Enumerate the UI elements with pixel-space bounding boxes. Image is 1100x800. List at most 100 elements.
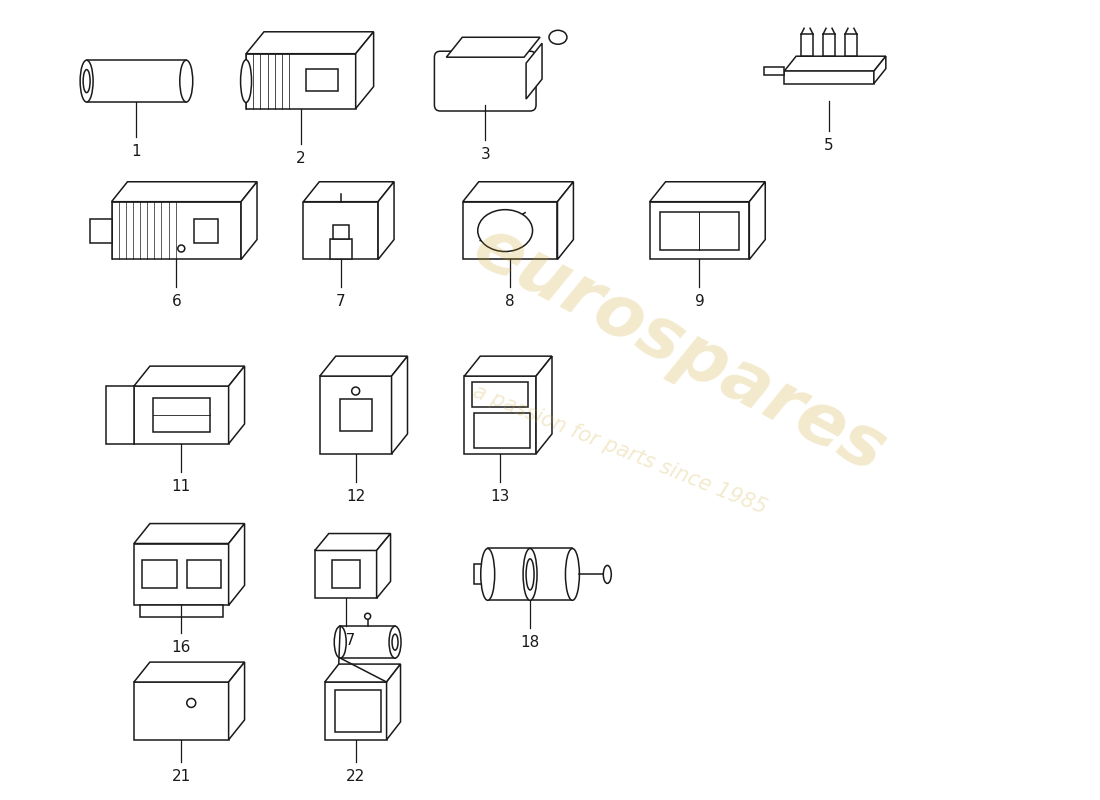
- Polygon shape: [536, 356, 552, 454]
- Polygon shape: [320, 376, 392, 454]
- Text: 13: 13: [491, 489, 510, 504]
- Ellipse shape: [526, 559, 535, 590]
- Ellipse shape: [80, 60, 94, 102]
- Text: 22: 22: [346, 769, 365, 784]
- Text: 12: 12: [346, 489, 365, 504]
- Polygon shape: [134, 682, 229, 740]
- Polygon shape: [106, 386, 134, 444]
- Polygon shape: [89, 218, 111, 242]
- Polygon shape: [472, 382, 528, 407]
- Polygon shape: [801, 34, 813, 56]
- Polygon shape: [376, 534, 390, 598]
- Polygon shape: [246, 54, 355, 109]
- Text: 2: 2: [296, 151, 306, 166]
- Polygon shape: [333, 225, 349, 238]
- Polygon shape: [386, 664, 400, 740]
- Polygon shape: [447, 38, 540, 57]
- Ellipse shape: [241, 60, 252, 102]
- Polygon shape: [134, 543, 229, 606]
- Text: 3: 3: [481, 147, 491, 162]
- Polygon shape: [474, 565, 484, 584]
- Polygon shape: [241, 182, 257, 259]
- Polygon shape: [340, 399, 372, 431]
- Polygon shape: [229, 523, 244, 606]
- Polygon shape: [749, 182, 766, 259]
- Polygon shape: [315, 550, 376, 598]
- Polygon shape: [195, 218, 218, 242]
- Polygon shape: [330, 238, 352, 259]
- Polygon shape: [332, 561, 360, 588]
- Ellipse shape: [84, 70, 90, 93]
- Ellipse shape: [187, 698, 196, 707]
- Polygon shape: [873, 56, 886, 84]
- Text: 21: 21: [172, 769, 191, 784]
- Polygon shape: [315, 534, 390, 550]
- Polygon shape: [355, 32, 374, 109]
- Polygon shape: [134, 662, 244, 682]
- Polygon shape: [134, 386, 229, 444]
- Polygon shape: [324, 664, 400, 682]
- Polygon shape: [464, 356, 552, 376]
- Text: 16: 16: [172, 640, 191, 655]
- Ellipse shape: [565, 549, 580, 600]
- Polygon shape: [140, 606, 222, 618]
- Text: 17: 17: [337, 633, 355, 648]
- Polygon shape: [764, 67, 784, 75]
- Polygon shape: [463, 182, 573, 202]
- Ellipse shape: [178, 245, 185, 252]
- Text: eurospares: eurospares: [462, 213, 898, 488]
- Ellipse shape: [334, 626, 346, 658]
- Polygon shape: [784, 71, 873, 84]
- Text: 6: 6: [172, 294, 182, 310]
- Polygon shape: [487, 549, 572, 600]
- Polygon shape: [187, 561, 221, 588]
- Polygon shape: [526, 43, 542, 99]
- Polygon shape: [304, 182, 394, 202]
- FancyBboxPatch shape: [434, 51, 536, 111]
- Text: 11: 11: [172, 478, 191, 494]
- Polygon shape: [558, 182, 573, 259]
- Polygon shape: [463, 202, 558, 259]
- Text: 5: 5: [824, 138, 834, 153]
- Text: 9: 9: [694, 294, 704, 310]
- Polygon shape: [324, 682, 386, 740]
- Polygon shape: [142, 561, 177, 588]
- Polygon shape: [823, 34, 835, 56]
- Polygon shape: [474, 413, 530, 448]
- Ellipse shape: [524, 549, 537, 600]
- Polygon shape: [229, 662, 244, 740]
- Ellipse shape: [392, 634, 398, 650]
- Polygon shape: [87, 60, 186, 102]
- Ellipse shape: [364, 614, 371, 619]
- Polygon shape: [306, 69, 338, 91]
- Polygon shape: [246, 32, 374, 54]
- Polygon shape: [340, 626, 395, 658]
- Text: a passion for parts since 1985: a passion for parts since 1985: [470, 382, 770, 518]
- Polygon shape: [304, 202, 378, 259]
- Text: 1: 1: [132, 144, 141, 159]
- Polygon shape: [334, 690, 381, 732]
- Ellipse shape: [603, 566, 612, 583]
- Polygon shape: [134, 366, 244, 386]
- Ellipse shape: [481, 549, 495, 600]
- Polygon shape: [153, 398, 210, 432]
- Text: 7: 7: [336, 294, 345, 310]
- Polygon shape: [650, 182, 766, 202]
- Polygon shape: [320, 356, 407, 376]
- Polygon shape: [392, 356, 407, 454]
- Ellipse shape: [179, 60, 192, 102]
- Text: 8: 8: [505, 294, 515, 310]
- Polygon shape: [229, 366, 244, 444]
- Polygon shape: [650, 202, 749, 259]
- Polygon shape: [378, 182, 394, 259]
- Ellipse shape: [352, 387, 360, 395]
- Polygon shape: [111, 182, 257, 202]
- Ellipse shape: [477, 210, 532, 251]
- Ellipse shape: [389, 626, 402, 658]
- Ellipse shape: [549, 30, 566, 44]
- Polygon shape: [784, 56, 886, 71]
- Polygon shape: [660, 212, 739, 250]
- Polygon shape: [111, 202, 241, 259]
- Polygon shape: [845, 34, 857, 56]
- Polygon shape: [134, 523, 244, 543]
